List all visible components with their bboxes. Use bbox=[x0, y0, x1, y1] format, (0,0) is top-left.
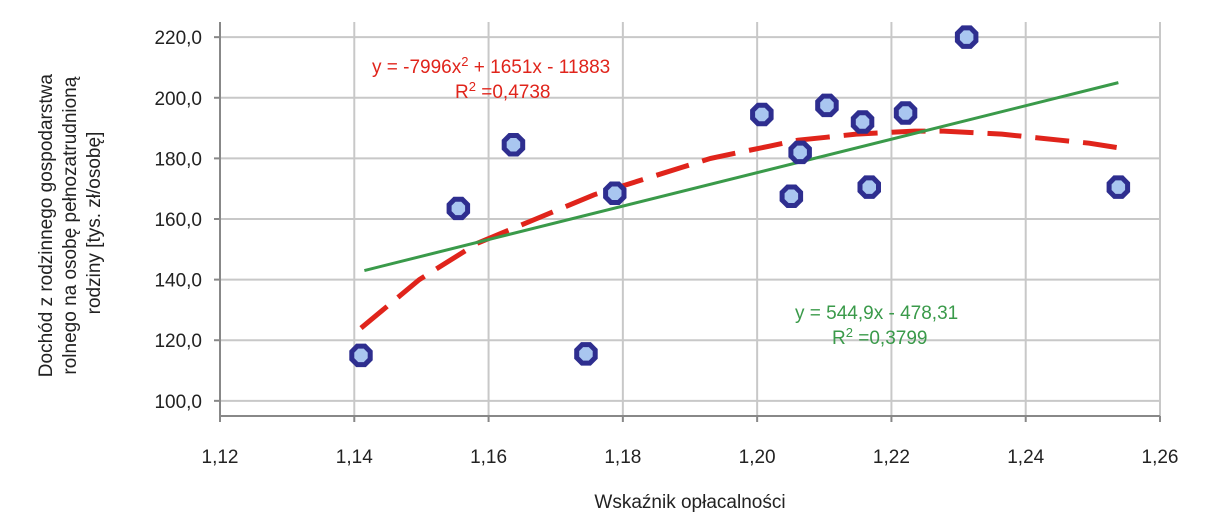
data-point bbox=[850, 110, 875, 134]
x-tick-label: 1,18 bbox=[604, 447, 641, 468]
x-tick-labels: 1,12 1,14 1,16 1,18 1,20 1,22 1,24 1,26 bbox=[202, 447, 1179, 468]
data-point bbox=[779, 184, 804, 208]
data-point bbox=[750, 102, 774, 127]
linear-equation-label: y = 544,9x - 478,31 bbox=[795, 303, 958, 324]
y-tick-label: 180,0 bbox=[154, 149, 202, 170]
linear-trendline bbox=[363, 81, 1119, 272]
y-tick-labels: 100,0 120,0 140,0 160,0 180,0 200,0 220,0 bbox=[154, 28, 202, 413]
y-tick-label: 140,0 bbox=[154, 271, 202, 292]
data-point bbox=[501, 133, 526, 157]
data-point bbox=[446, 196, 471, 221]
data-point bbox=[349, 343, 373, 368]
y-tick-label: 220,0 bbox=[154, 28, 202, 49]
y-tick-label: 200,0 bbox=[154, 89, 202, 110]
grid bbox=[220, 22, 1161, 416]
y-tick-label: 160,0 bbox=[154, 210, 202, 231]
polynomial-r2-label: R2 =0,4738 bbox=[455, 79, 550, 104]
x-tick-label: 1,20 bbox=[739, 447, 776, 468]
data-points bbox=[349, 25, 1131, 368]
x-tick-label: 1,22 bbox=[873, 447, 910, 468]
data-point bbox=[603, 181, 627, 205]
data-point bbox=[788, 140, 812, 165]
x-axis-title: Wskaźnik opłacalności bbox=[594, 492, 785, 513]
x-tick-label: 1,26 bbox=[1142, 447, 1179, 468]
trendlines bbox=[359, 81, 1119, 331]
x-tick-label: 1,14 bbox=[336, 447, 373, 468]
data-point bbox=[574, 342, 598, 366]
polynomial-trendline bbox=[359, 128, 1119, 331]
data-point bbox=[815, 93, 839, 118]
x-tick-label: 1,24 bbox=[1007, 447, 1044, 468]
y-tick-label: 100,0 bbox=[154, 392, 202, 413]
x-tick-label: 1,12 bbox=[202, 447, 239, 468]
data-point bbox=[857, 175, 881, 199]
y-axis-title-line-3: rodziny [tys. zł/osobę] bbox=[84, 132, 105, 315]
y-axis-title: Dochód z rodzinnego gospodarstwa rolnego… bbox=[36, 69, 105, 377]
y-tick-label: 120,0 bbox=[154, 331, 202, 352]
polynomial-equation-label: y = -7996x2 + 1651x - 11883 bbox=[372, 54, 610, 79]
axes bbox=[214, 22, 1161, 422]
data-point bbox=[954, 25, 979, 49]
data-point bbox=[1106, 175, 1131, 199]
y-axis-title-line-2: rolnego na osobę pełnozatrudnioną bbox=[60, 76, 81, 374]
linear-r2-label: R2 =0,3799 bbox=[832, 325, 927, 350]
x-tick-label: 1,16 bbox=[470, 447, 507, 468]
y-axis-title-line-1: Dochód z rodzinnego gospodarstwa bbox=[36, 74, 57, 378]
data-point bbox=[893, 101, 918, 125]
